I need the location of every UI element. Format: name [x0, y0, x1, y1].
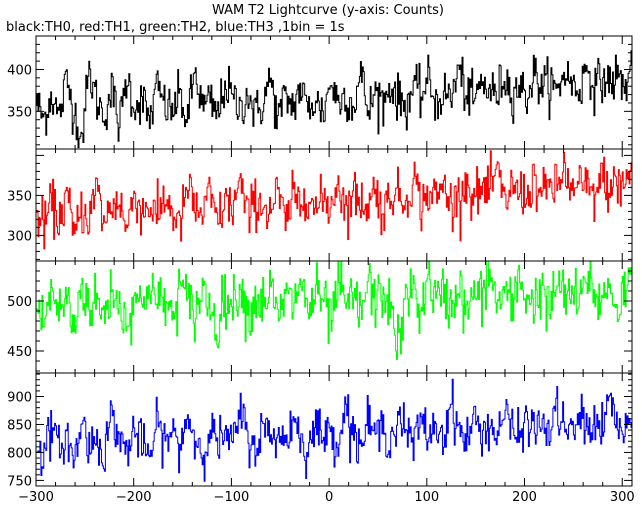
x-tick-label: −100 [214, 490, 250, 505]
panel-th3: 750 800 850 900 [7, 372, 633, 489]
x-tick-label: 0 [325, 490, 333, 505]
y-tick-label: 750 [7, 474, 32, 489]
y-tick-label: 850 [7, 418, 32, 433]
y-tick-label: 350 [7, 105, 32, 120]
x-tick-label: 200 [512, 490, 537, 505]
panel-th1: 300 350 [7, 148, 633, 262]
y-tick-label: 350 [7, 189, 32, 204]
y-tick-label: 800 [7, 446, 32, 461]
y-tick-label: 900 [7, 390, 32, 405]
y-tick-label: 300 [7, 229, 32, 244]
panels-group: 350 400 300 350 450 500 750 800 850 900 [7, 35, 633, 489]
series-line-th3 [36, 378, 632, 482]
chart-subtitle: black:TH0, red:TH1, green:TH2, blue:TH3 … [6, 20, 345, 35]
x-tick-label: −200 [116, 490, 152, 505]
series-line-th1 [36, 150, 632, 250]
series-line-th2 [36, 261, 632, 360]
series-line-th0 [36, 50, 632, 149]
panel-frame [35, 372, 633, 487]
panel-th2: 450 500 [7, 260, 633, 374]
x-tick-label: 300 [610, 490, 635, 505]
x-tick-label: −300 [18, 490, 54, 505]
y-tick-label: 450 [7, 345, 32, 360]
x-tick-label: 100 [414, 490, 439, 505]
y-tick-label: 500 [7, 295, 32, 310]
y-tick-label: 400 [7, 63, 32, 78]
chart-title: WAM T2 Lightcurve (y-axis: Counts) [212, 3, 444, 18]
x-axis-labels: −300 −200 −100 0 100 200 300 [18, 490, 635, 505]
